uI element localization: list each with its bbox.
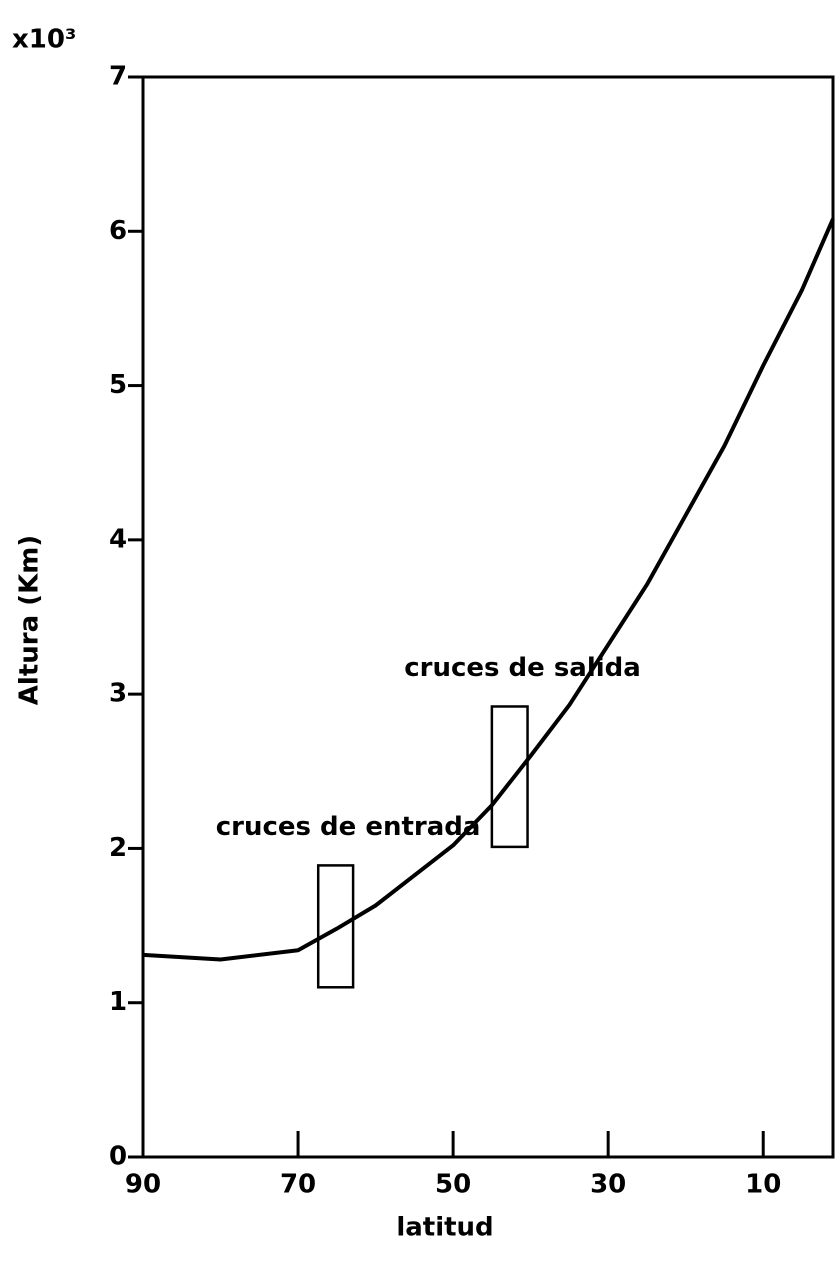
y-tick-label: 6 — [109, 216, 127, 246]
y-tick-label: 5 — [109, 370, 127, 400]
x-axis-label: latitud — [396, 1213, 493, 1243]
annotation-label: cruces de entrada — [216, 812, 481, 842]
y-tick-label: 1 — [109, 987, 127, 1017]
curve — [142, 218, 835, 962]
y-tick-label: 4 — [109, 524, 127, 554]
y-multiplier: x10³ — [12, 25, 76, 55]
x-tick-label: 90 — [125, 1170, 161, 1200]
x-tick-label: 10 — [745, 1170, 781, 1200]
x-tick-label: 70 — [280, 1170, 316, 1200]
y-tick-label: 3 — [109, 679, 127, 709]
crossing-box — [316, 864, 355, 989]
y-axis-label: Altura (Km) — [15, 535, 45, 705]
crossing-box — [490, 705, 529, 849]
x-tick-label: 30 — [590, 1170, 626, 1200]
x-tick-label: 50 — [435, 1170, 471, 1200]
y-tick-label: 7 — [109, 62, 127, 92]
y-tick-label: 2 — [109, 833, 127, 863]
annotation-label: cruces de salida — [404, 653, 641, 683]
plot-frame — [141, 75, 835, 1159]
y-tick-label: 0 — [109, 1142, 127, 1172]
